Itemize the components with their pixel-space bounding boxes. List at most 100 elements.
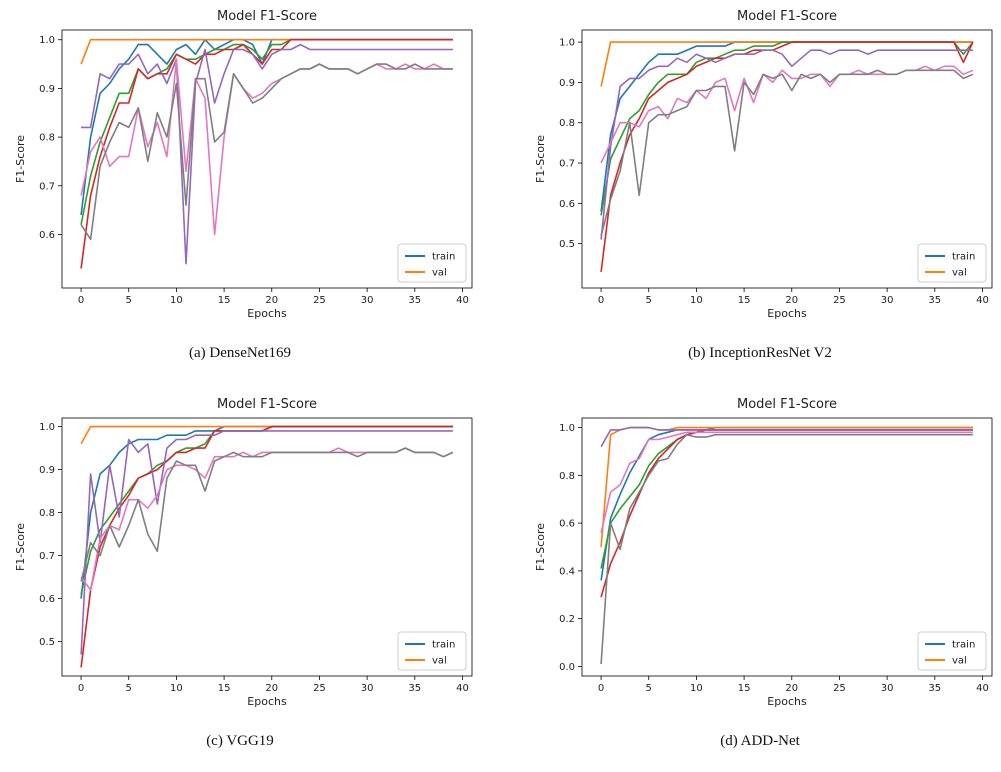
y-tick-label: 1.0 — [39, 422, 55, 433]
series-line-extra-5 — [600, 65, 974, 164]
x-tick-label: 5 — [126, 683, 132, 694]
y-tick-label: 0.7 — [39, 551, 55, 562]
chart-title: Model F1-Score — [737, 397, 837, 412]
series-line-extra-5 — [80, 447, 454, 591]
series-line-val — [600, 426, 973, 548]
x-tick-label: 10 — [690, 295, 703, 306]
y-tick-label: 0.8 — [39, 508, 55, 519]
series-line-extra-4 — [600, 426, 973, 448]
plot-frame — [61, 29, 473, 289]
chart-panel-densenet169: Model F1-Score 0 5 10 15 20 25 30 35 40 0.6 0.7 0.8 0… — [0, 0, 480, 361]
x-tick-label: 40 — [456, 295, 469, 306]
x-tick-label: 25 — [833, 683, 846, 694]
series-line-extra-6 — [80, 447, 454, 582]
caption-inceptionresnet-v2: (b) InceptionResNet V2 — [688, 345, 832, 361]
x-tick-label: 20 — [785, 295, 798, 306]
y-tick-label: 0.0 — [559, 662, 575, 673]
x-tick-label: 20 — [785, 683, 798, 694]
caption-add-net: (d) ADD-Net — [720, 733, 800, 749]
legend-label-train: train — [432, 640, 455, 651]
y-tick-label: 1.0 — [39, 35, 55, 46]
x-tick-label: 15 — [218, 683, 231, 694]
x-tick-label: 0 — [598, 295, 604, 306]
chart-panel-add-net: Model F1-Score 0 5 10 15 20 25 30 35 40 0.0 0.2 0.4 0… — [520, 388, 1000, 749]
x-tick-label: 40 — [456, 683, 469, 694]
chart-panel-inceptionresnet-v2: Model F1-Score 0 5 10 15 20 25 30 35 40 0.5 0.6 0.7 0… — [520, 0, 1000, 361]
y-tick-label: 0.6 — [39, 230, 55, 241]
x-tick-label: 5 — [646, 295, 652, 306]
y-tick-label: 0.4 — [559, 566, 575, 577]
series-line-extra-6 — [80, 63, 453, 241]
legend-label-train: train — [952, 640, 975, 651]
series-line-extra-4 — [80, 430, 453, 655]
x-tick-label: 20 — [265, 683, 278, 694]
legend-label-val: val — [432, 656, 447, 667]
series-line-extra-5 — [600, 431, 973, 533]
chart-title: Model F1-Score — [217, 397, 317, 412]
chart-panel-vgg19: Model F1-Score 0 5 10 15 20 25 30 35 40 0.5 0.6 0.7 0… — [0, 388, 480, 749]
series-line-train — [600, 426, 973, 581]
y-tick-label: 0.7 — [39, 181, 55, 192]
y-tick-label: 0.6 — [559, 519, 575, 530]
plot-frame — [581, 417, 993, 677]
y-axis-label: F1-Score — [534, 135, 547, 183]
legend-label-train: train — [432, 252, 455, 263]
x-tick-label: 15 — [738, 683, 751, 694]
legend-label-val: val — [432, 268, 447, 279]
series-line-extra-6 — [600, 433, 973, 665]
y-tick-label: 0.9 — [39, 84, 55, 95]
y-tick-label: 0.9 — [559, 78, 575, 89]
y-axis-label: F1-Score — [14, 135, 27, 183]
x-tick-label: 10 — [170, 683, 183, 694]
x-tick-label: 25 — [313, 683, 326, 694]
plot-frame — [61, 417, 473, 677]
x-tick-label: 35 — [408, 295, 421, 306]
series-line-extra-3 — [600, 41, 974, 272]
y-tick-label: 0.2 — [559, 614, 575, 625]
x-tick-label: 0 — [78, 295, 84, 306]
y-tick-label: 1.0 — [559, 423, 575, 434]
x-axis-label: Epochs — [767, 695, 807, 708]
y-tick-label: 0.6 — [39, 594, 55, 605]
series-line-val — [600, 41, 973, 87]
series-line-extra-4 — [81, 43, 453, 265]
y-axis-label: F1-Score — [14, 523, 27, 571]
x-tick-label: 15 — [218, 295, 231, 306]
x-tick-label: 35 — [928, 295, 941, 306]
x-tick-label: 35 — [928, 683, 941, 694]
y-tick-label: 0.7 — [559, 159, 575, 170]
x-tick-label: 40 — [976, 683, 989, 694]
legend-label-val: val — [952, 268, 967, 279]
x-tick-label: 10 — [170, 295, 183, 306]
series-line-extra-5 — [80, 58, 453, 236]
caption-vgg19: (c) VGG19 — [206, 733, 274, 749]
x-tick-label: 30 — [881, 295, 894, 306]
x-tick-label: 25 — [833, 295, 846, 306]
x-tick-label: 0 — [78, 683, 84, 694]
y-tick-label: 0.5 — [559, 239, 575, 250]
chart-add-net: Model F1-Score 0 5 10 15 20 25 30 35 40 0.0 0.2 0.4 0… — [534, 397, 993, 708]
y-tick-label: 1.0 — [559, 38, 575, 49]
x-tick-label: 10 — [690, 683, 703, 694]
x-tick-label: 30 — [881, 683, 894, 694]
chart-densenet169: Model F1-Score 0 5 10 15 20 25 30 35 40 0.6 0.7 0.8 0… — [14, 9, 473, 320]
series-line-extra-4 — [600, 49, 973, 240]
x-tick-label: 5 — [646, 683, 652, 694]
x-axis-label: Epochs — [767, 307, 807, 320]
plot-frame — [581, 29, 993, 289]
chart-title: Model F1-Score — [737, 9, 837, 24]
series-line-extra-2 — [600, 41, 974, 216]
series-line-train — [80, 38, 453, 216]
x-tick-label: 25 — [313, 295, 326, 306]
y-tick-label: 0.9 — [39, 465, 55, 476]
x-tick-label: 0 — [598, 683, 604, 694]
series-line-extra-3 — [80, 38, 453, 269]
chart-title: Model F1-Score — [217, 9, 317, 24]
x-axis-label: Epochs — [247, 695, 287, 708]
x-tick-label: 35 — [408, 683, 421, 694]
legend-label-train: train — [952, 252, 975, 263]
legend-label-val: val — [952, 656, 967, 667]
caption-densenet169: (a) DenseNet169 — [188, 345, 292, 361]
series-line-extra-6 — [600, 69, 974, 236]
y-tick-label: 0.8 — [559, 118, 575, 129]
